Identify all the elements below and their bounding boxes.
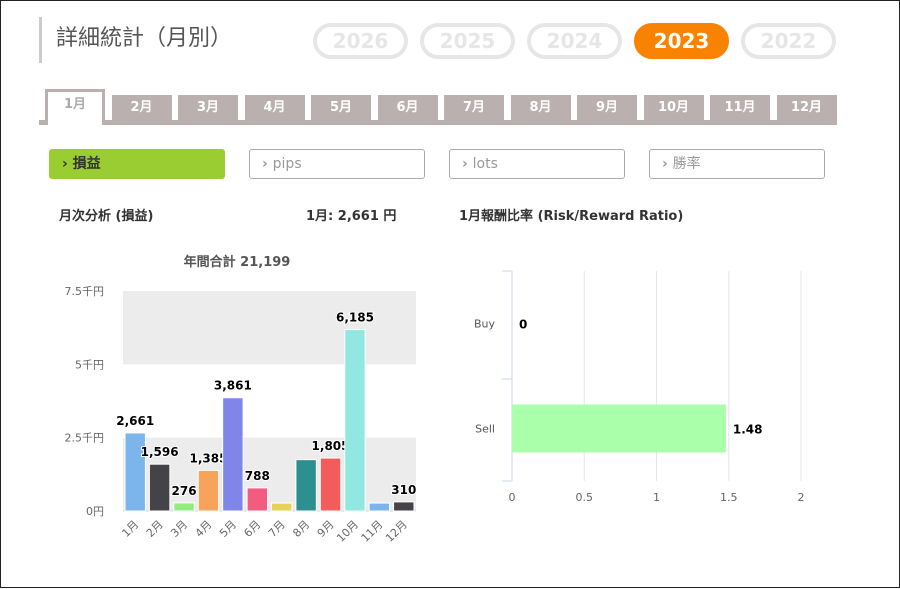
bar-2月[interactable] [148, 463, 171, 512]
tab-month-3[interactable]: 3月 [178, 95, 238, 120]
filter-0[interactable]: › 損益 [49, 149, 225, 179]
x-tick-label: 2 [798, 491, 805, 504]
data-label: 1,385 [189, 451, 227, 465]
filter-label: 損益 [72, 156, 101, 172]
chart-title: 年間合計 21,199 [184, 254, 291, 270]
page-title: 詳細統計（月別） [39, 17, 232, 63]
plot-band [123, 291, 416, 365]
x-tick-label: 1.5 [720, 491, 738, 504]
chevron-right-icon: › [62, 156, 73, 172]
x-tick-label: 0 [509, 491, 516, 504]
bar-3月[interactable] [173, 502, 195, 512]
bar-1月[interactable] [124, 432, 146, 512]
filter-label: 勝率 [672, 156, 701, 172]
tab-month-11[interactable]: 11月 [710, 95, 770, 120]
tab-month-4[interactable]: 4月 [244, 95, 305, 120]
category-label: Buy [474, 318, 496, 331]
tab-month-10[interactable]: 10月 [643, 95, 704, 120]
filter-label: lots [472, 156, 498, 172]
chevron-right-icon: › [462, 156, 473, 172]
data-label: 276 [172, 484, 197, 498]
bar-12月[interactable] [393, 501, 415, 512]
tab-month-8[interactable]: 8月 [510, 95, 571, 120]
bar-5月[interactable] [222, 397, 244, 512]
data-label: 1,596 [141, 445, 179, 459]
tab-month-6[interactable]: 6月 [377, 95, 438, 120]
data-label: 788 [245, 469, 270, 483]
year-button-2025[interactable]: 2025 [420, 23, 515, 59]
chevron-right-icon: › [262, 156, 273, 172]
data-label: 1.48 [733, 423, 763, 437]
bar-6月[interactable] [246, 487, 268, 512]
bar-10月[interactable] [344, 329, 366, 512]
tab-month-1[interactable]: 1月 [45, 89, 105, 125]
tab-month-12[interactable]: 12月 [776, 95, 837, 120]
year-button-2023[interactable]: 2023 [634, 23, 729, 59]
month-tabs: 1月 2月 3月 4月 5月 6月 7月 8月 9月 10月 11月 12月 [39, 89, 837, 125]
year-button-2026[interactable]: 2026 [313, 23, 408, 59]
filter-2[interactable]: › lots [449, 149, 625, 179]
monthly-analysis-title: 月次分析 (損益) [59, 209, 154, 224]
year-button-2022[interactable]: 2022 [741, 23, 836, 59]
risk-reward-title: 1月報酬比率 (Risk/Reward Ratio) [459, 209, 684, 224]
y-tick-label: 0円 [86, 505, 104, 518]
year-button-2024[interactable]: 2024 [527, 23, 622, 59]
y-tick-label: 5千円 [75, 358, 104, 371]
data-label: 0 [519, 318, 527, 332]
chevron-right-icon: › [662, 156, 673, 172]
bar-9月[interactable] [319, 457, 342, 512]
data-label: 1,805 [312, 439, 350, 453]
plot-band [123, 437, 416, 511]
filter-1[interactable]: › pips [249, 149, 425, 179]
filter-3[interactable]: › 勝率 [649, 149, 825, 179]
y-tick-label: 7.5千円 [65, 285, 105, 298]
filter-label: pips [272, 156, 302, 172]
y-tick-label: 2.5千円 [65, 432, 105, 445]
x-tick-label: 1 [653, 491, 660, 504]
data-label: 2,661 [116, 414, 154, 428]
year-selector: 2026 2025 2024 2023 2022 [313, 23, 836, 59]
bar-8月[interactable] [295, 459, 317, 512]
data-label: 3,861 [214, 379, 252, 393]
tab-month-5[interactable]: 5月 [311, 95, 371, 120]
data-label: 6,185 [336, 311, 374, 325]
bar-7月[interactable] [271, 502, 293, 512]
data-label: 310 [391, 483, 416, 497]
bar-11月[interactable] [368, 502, 391, 512]
tab-month-2[interactable]: 2月 [111, 95, 172, 120]
bar-sell[interactable] [512, 404, 726, 453]
monthly-pl-chart: 年間合計 21,1990円2.5千円5千円7.5千円2,6611月1,5962月… [65, 254, 418, 545]
bar-4月[interactable] [197, 469, 220, 512]
tab-month-9[interactable]: 9月 [577, 95, 637, 120]
month-value: 1月: 2,661 円 [306, 209, 397, 224]
x-tick-label: 0.5 [576, 491, 594, 504]
category-label: Sell [475, 423, 495, 436]
tab-month-7[interactable]: 7月 [444, 95, 504, 120]
